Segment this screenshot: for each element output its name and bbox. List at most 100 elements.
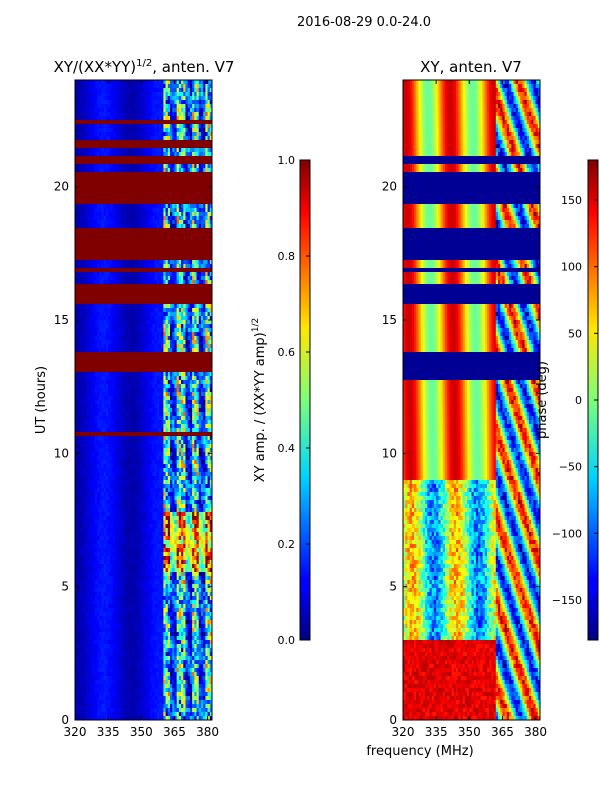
heat-cell [152, 360, 155, 365]
heat-cell [128, 224, 131, 229]
heat-cell [181, 308, 184, 313]
heat-cell [75, 124, 78, 129]
heat-cell [92, 124, 96, 129]
heat-cell [185, 216, 189, 221]
heat-cell [90, 256, 94, 261]
heat-cell [174, 216, 178, 221]
heat-cell [116, 232, 120, 237]
heat-cell [163, 188, 166, 193]
heat-cell [92, 196, 96, 201]
heat-cell [125, 304, 129, 309]
heat-cell [143, 192, 147, 197]
heat-cell [147, 260, 151, 265]
heat-cell [152, 216, 155, 221]
heat-cell [83, 180, 87, 185]
heat-cell [116, 204, 120, 209]
heat-cell [194, 300, 197, 305]
heat-cell [147, 372, 151, 377]
heat-cell [101, 256, 105, 261]
heat-cell [178, 224, 182, 229]
heat-cell [116, 236, 120, 241]
heat-cell [141, 212, 144, 217]
heat-cell [181, 372, 184, 377]
heat-cell [79, 272, 83, 277]
heat-cell [181, 200, 184, 205]
heat-cell [77, 380, 80, 385]
heat-cell [75, 340, 78, 345]
heat-cell [143, 360, 147, 365]
heat-cell [116, 116, 120, 121]
heat-cell [128, 136, 131, 141]
heat-cell [161, 128, 164, 133]
heat-cell [114, 156, 118, 161]
heat-cell [178, 396, 182, 401]
heat-cell [205, 280, 208, 285]
heat-cell [163, 100, 166, 105]
heat-cell [189, 312, 193, 317]
heat-cell [143, 188, 147, 193]
heat-cell [196, 120, 200, 125]
heat-cell [161, 108, 164, 113]
heat-cell [132, 316, 136, 321]
heat-cell [86, 120, 89, 125]
heat-cell [139, 208, 142, 213]
heat-cell [130, 96, 133, 101]
heat-cell [112, 184, 116, 189]
heat-cell [132, 108, 136, 113]
heat-cell [81, 244, 85, 249]
heat-cell [103, 388, 107, 393]
heat-cell [86, 140, 89, 145]
heat-cell [112, 192, 116, 197]
heat-cell [116, 392, 120, 397]
heat-cell [198, 276, 202, 281]
heat-cell [154, 112, 158, 117]
heat-cell [163, 212, 166, 217]
heat-cell [110, 272, 113, 277]
heat-cell [116, 96, 120, 101]
heat-cell [170, 176, 173, 181]
heat-cell [205, 256, 208, 261]
heat-cell [114, 300, 118, 305]
heat-cell [116, 340, 120, 345]
heat-cell [83, 344, 87, 349]
heat-cell [123, 296, 127, 301]
heat-cell [103, 356, 107, 361]
heat-cell [110, 280, 113, 285]
heat-cell [110, 344, 113, 349]
heat-cell [200, 228, 204, 233]
heat-cell [209, 228, 212, 233]
heat-cell [94, 356, 98, 361]
heat-cell [185, 80, 189, 85]
heat-cell [172, 236, 175, 241]
heat-cell [178, 172, 182, 177]
heat-cell [90, 348, 94, 353]
heat-cell [141, 208, 144, 213]
heat-cell [174, 112, 178, 117]
heat-cell [203, 348, 206, 353]
heat-cell [207, 388, 211, 393]
heat-cell [187, 92, 191, 97]
heat-cell [207, 80, 211, 85]
heat-cell [150, 352, 153, 357]
heat-cell [183, 192, 186, 197]
heat-cell [192, 360, 195, 365]
heat-cell [136, 128, 140, 133]
heat-cell [123, 84, 127, 89]
heat-cell [143, 396, 147, 401]
heat-cell [90, 188, 94, 193]
heat-cell [110, 252, 113, 257]
heat-cell [154, 124, 158, 129]
heat-cell [94, 204, 98, 209]
heat-cell [136, 172, 140, 177]
heat-cell [92, 368, 96, 373]
heat-cell [172, 216, 175, 221]
heat-cell [203, 368, 206, 373]
heat-cell [183, 92, 186, 97]
heat-cell [209, 284, 212, 289]
heat-cell [174, 384, 178, 389]
heat-cell [130, 388, 133, 393]
heat-cell [110, 296, 113, 301]
heat-cell [203, 364, 206, 369]
heat-cell [121, 312, 125, 317]
heat-cell [165, 156, 169, 161]
